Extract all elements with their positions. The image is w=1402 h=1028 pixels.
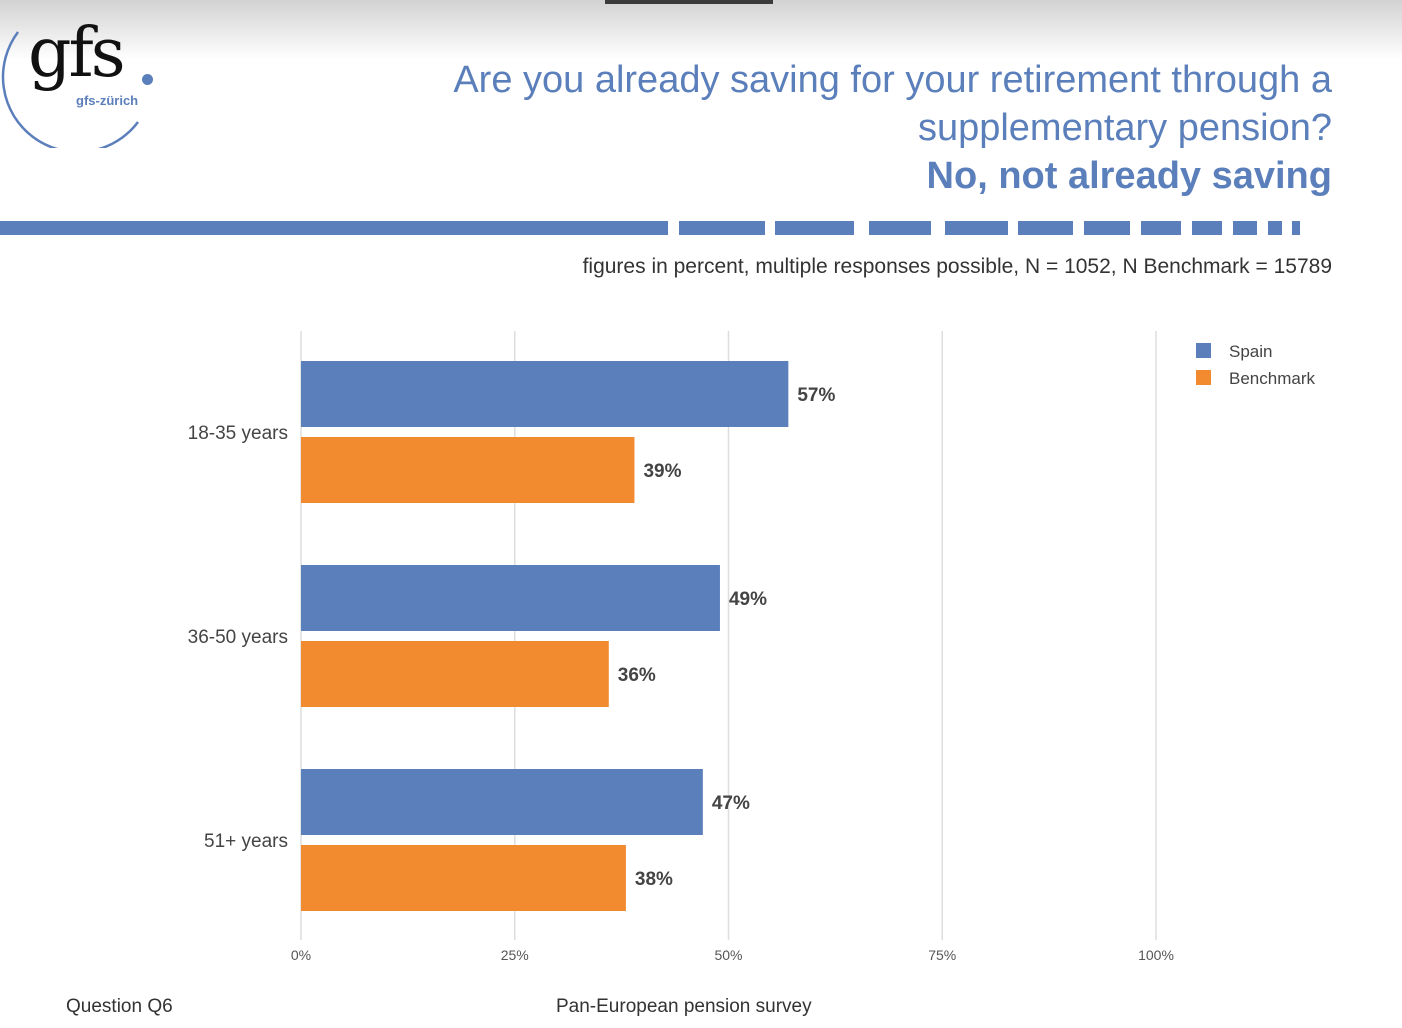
data-label: 36%: [618, 665, 656, 686]
x-tick-label: 75%: [928, 947, 956, 963]
title-question-line2: supplementary pension?: [917, 107, 1332, 149]
logo-subtitle: gfs-zürich: [76, 93, 139, 108]
divider-segment: [1141, 221, 1181, 235]
logo-dot: [142, 74, 153, 85]
survey-label: Pan-European pension survey: [556, 996, 812, 1017]
bar-benchmark: [301, 437, 635, 503]
logo-arc-icon: [1, 31, 139, 148]
bar-benchmark: [301, 641, 609, 707]
legend-label: Spain: [1229, 342, 1272, 361]
title-question-line1: Are you already saving for your retireme…: [453, 59, 1332, 101]
question-label: Question Q6: [66, 996, 173, 1017]
chart-note: figures in percent, multiple responses p…: [582, 255, 1332, 278]
divider-segment: [1192, 221, 1222, 235]
legend-swatch: [1196, 370, 1211, 385]
legend-label: Benchmark: [1229, 369, 1315, 388]
divider-segment: [869, 221, 931, 235]
divider-segment: [1268, 221, 1282, 235]
window-tab-indicator: [605, 0, 773, 4]
divider-segment: [0, 221, 668, 235]
divider-segment: [775, 221, 854, 235]
bar-spain: [301, 769, 703, 835]
category-label: 51+ years: [204, 831, 288, 852]
gfs-logo: gfs gfs-zürich: [0, 8, 170, 148]
title-answer: No, not already saving: [926, 155, 1332, 197]
divider-segment: [679, 221, 765, 235]
divider-segment: [945, 221, 1008, 235]
bar-spain: [301, 565, 720, 631]
divider-segment: [1233, 221, 1257, 235]
bar-benchmark: [301, 845, 626, 911]
top-shade: [0, 0, 1402, 60]
divider-segment: [1292, 221, 1300, 235]
x-tick-label: 0%: [291, 947, 311, 963]
legend-swatch: [1196, 343, 1211, 358]
category-label: 18-35 years: [188, 423, 288, 444]
x-tick-label: 100%: [1138, 947, 1174, 963]
data-label: 39%: [643, 461, 681, 482]
divider-segment: [1084, 221, 1130, 235]
category-label: 36-50 years: [188, 627, 288, 648]
slide-title: Are you already saving for your retireme…: [352, 56, 1332, 200]
data-label: 49%: [729, 589, 767, 610]
data-label: 47%: [712, 793, 750, 814]
logo-wordmark: gfs: [28, 14, 126, 93]
x-tick-label: 50%: [714, 947, 742, 963]
divider-segment: [1018, 221, 1073, 235]
data-label: 38%: [635, 869, 673, 890]
x-tick-label: 25%: [501, 947, 529, 963]
dashed-divider: [0, 221, 1402, 235]
bar-spain: [301, 361, 789, 427]
data-label: 57%: [797, 385, 835, 406]
